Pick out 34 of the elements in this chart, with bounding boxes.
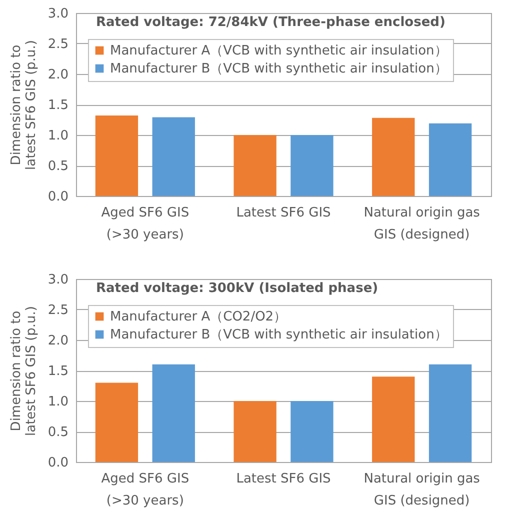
y-tick-label: 3.0 <box>48 6 68 22</box>
y-tick-label: 2.0 <box>48 334 68 348</box>
y-tick-label: 1.5 <box>48 98 68 113</box>
legend-label: Manufacturer A（CO2/O2） <box>110 310 287 324</box>
x-tick-label: Aged SF6 GIS (>30 years) <box>101 206 190 242</box>
y-tick-label: 0.0 <box>48 190 68 204</box>
y-tick-label: 3.0 <box>48 272 68 288</box>
y-tick-label: 1.5 <box>48 364 68 379</box>
y-tick-label: 2.5 <box>48 303 68 318</box>
y-axis-title: Dimension ratio to latest SF6 GIS (p.u.) <box>8 306 39 436</box>
bar <box>152 364 195 462</box>
bar <box>428 364 472 462</box>
x-tick-label: Natural origin gas GIS (designed) <box>364 472 480 508</box>
legend-label: Manufacturer B（VCB with synthetic air insulation） <box>110 62 448 76</box>
chart-title: Rated voltage: 72/84kV (Three-phase enclosed) <box>96 15 446 30</box>
bar <box>372 376 415 462</box>
bar <box>290 401 334 462</box>
y-tick-label: 2.0 <box>48 68 68 82</box>
y-tick-label: 1.0 <box>48 128 68 144</box>
bar <box>234 401 276 462</box>
bar <box>95 382 138 462</box>
x-tick-label: Natural origin gas GIS (designed) <box>364 206 480 242</box>
y-tick-label: 0.5 <box>48 425 68 440</box>
y-axis-title: Dimension ratio to latest SF6 GIS (p.u.) <box>8 40 39 170</box>
x-tick-label: Latest SF6 GIS <box>236 472 331 486</box>
x-tick-label: Aged SF6 GIS (>30 years) <box>101 472 190 508</box>
y-tick-label: 2.5 <box>48 37 68 52</box>
y-tick-label: 1.0 <box>48 394 68 410</box>
y-tick-label: 0.0 <box>48 456 68 470</box>
legend-label: Manufacturer A（VCB with synthetic air insulation） <box>110 44 448 58</box>
x-tick-label: Latest SF6 GIS <box>236 206 331 220</box>
chart-title: Rated voltage: 300kV (Isolated phase) <box>96 281 378 296</box>
legend-label: Manufacturer B（VCB with synthetic air insulation） <box>110 328 448 342</box>
y-tick-label: 0.5 <box>48 159 68 174</box>
